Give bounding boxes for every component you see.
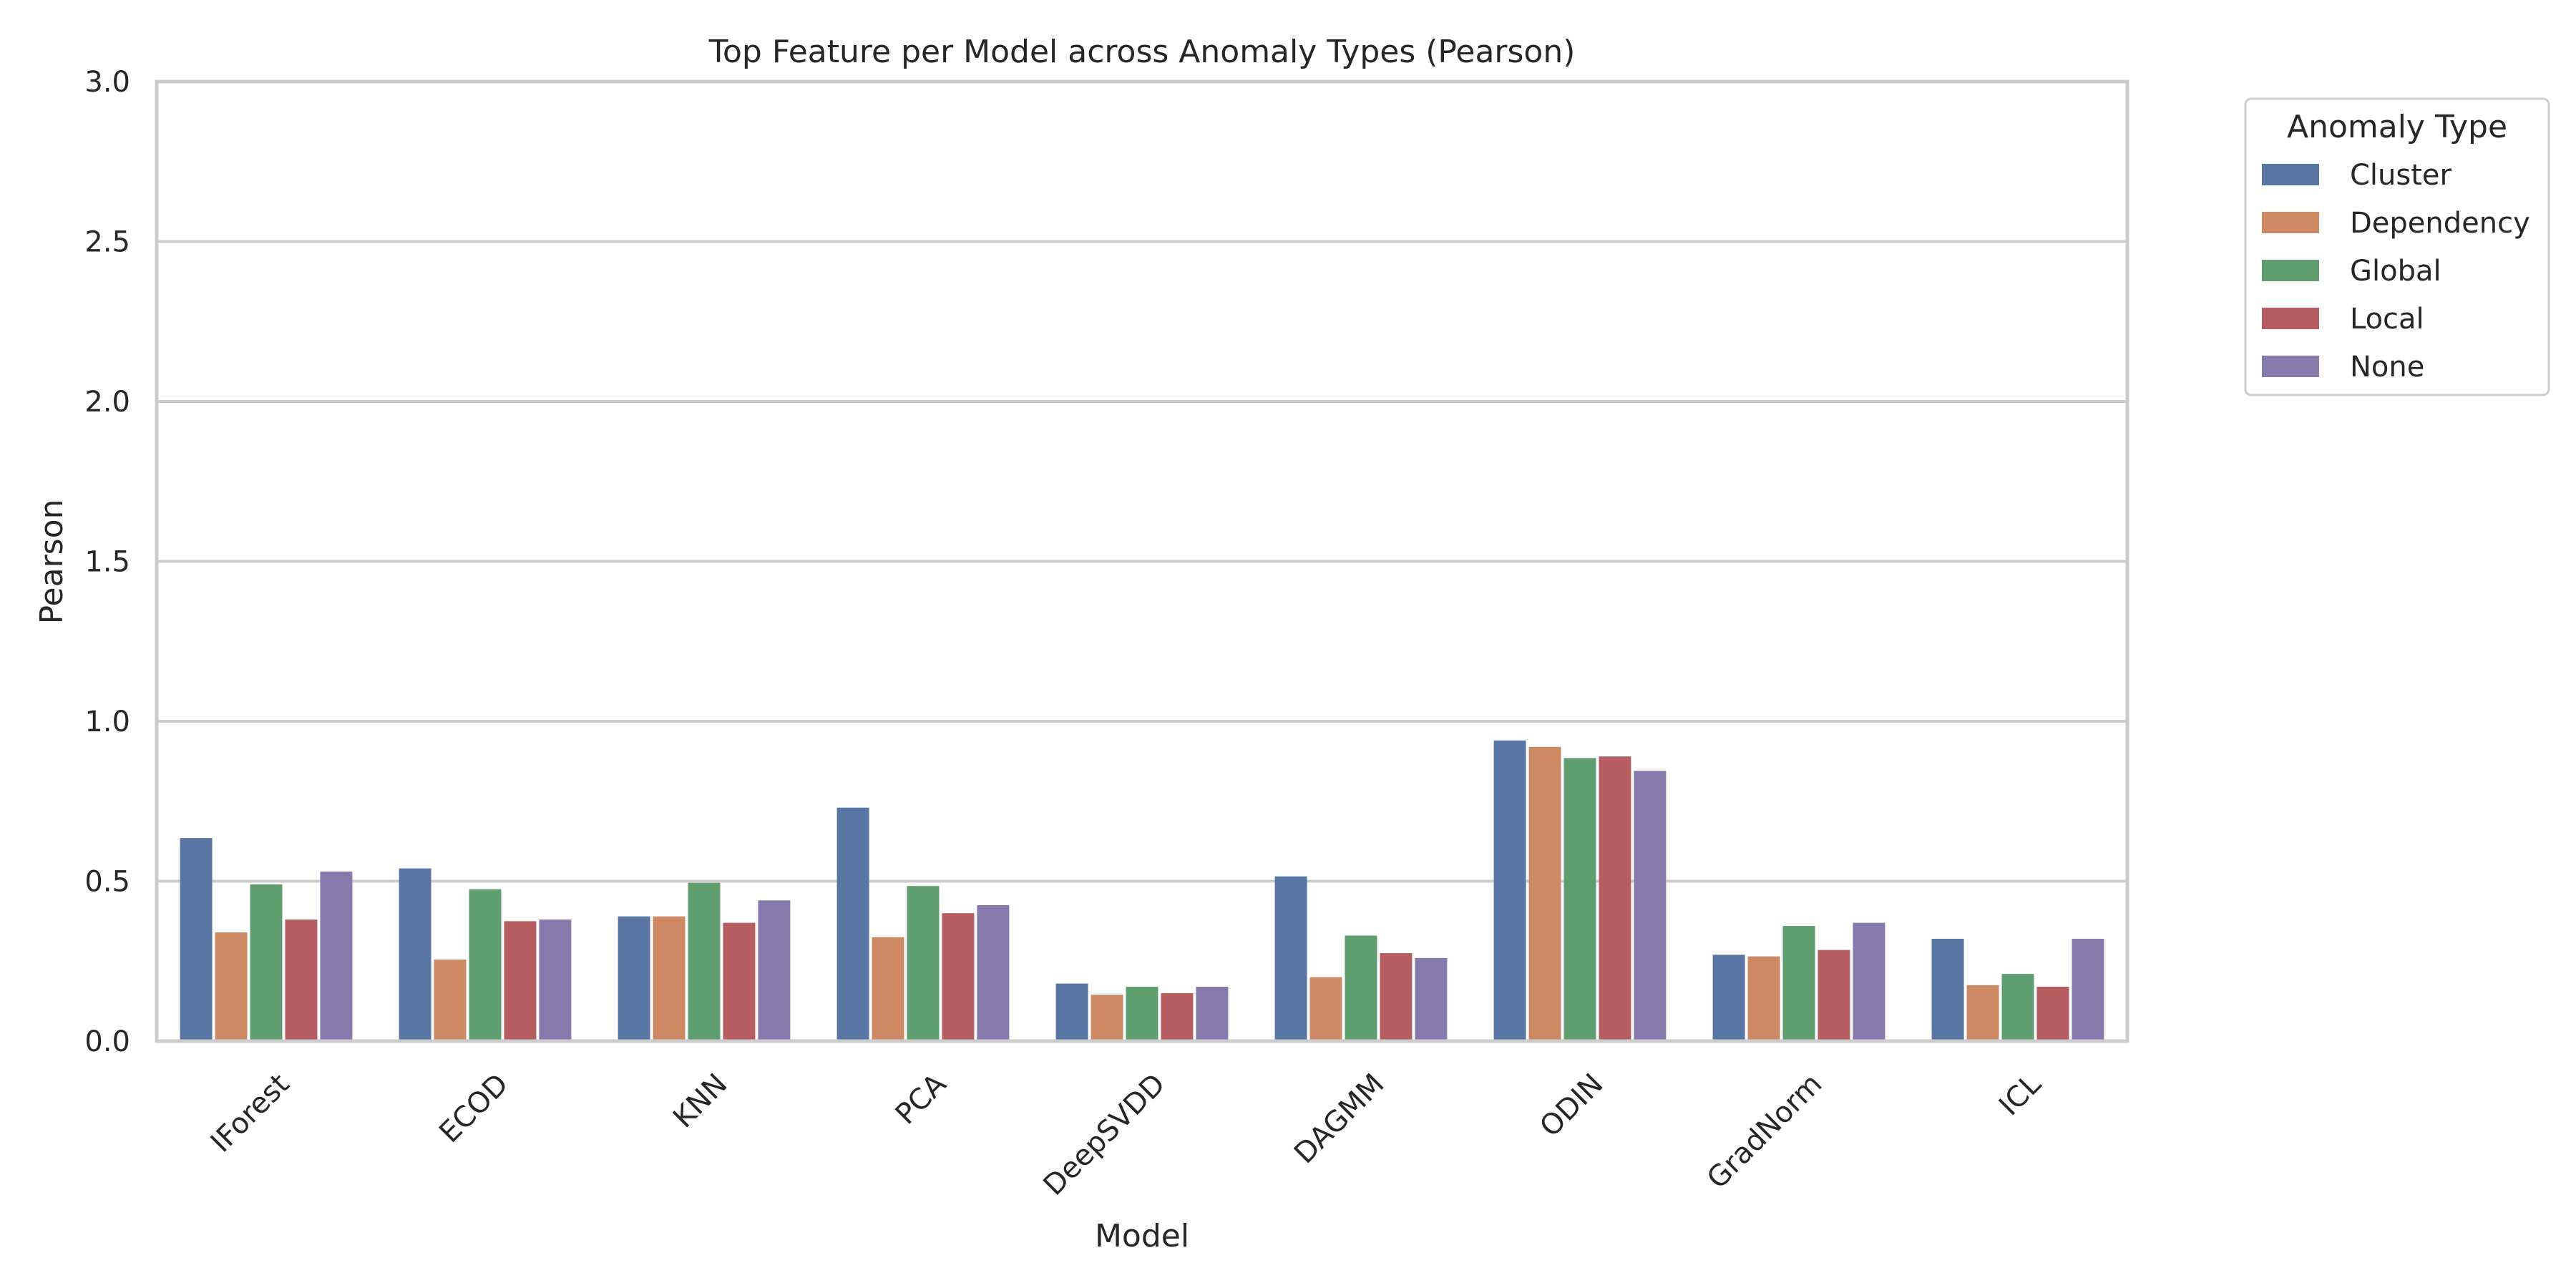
bar-local-iforest — [285, 919, 318, 1041]
bar-local-pca — [942, 913, 975, 1041]
legend-label: None — [2350, 351, 2424, 384]
bar-dependency-deepsvdd — [1091, 995, 1123, 1041]
bar-none-gradnorm — [1853, 922, 1885, 1041]
legend-swatch-none — [2262, 356, 2319, 377]
bar-cluster-deepsvdd — [1055, 983, 1088, 1041]
bar-cluster-icl — [1931, 938, 1964, 1041]
bar-global-dagmm — [1345, 935, 1377, 1041]
bar-dependency-gradnorm — [1747, 956, 1780, 1041]
bar-cluster-ecod — [399, 868, 431, 1041]
bar-cluster-pca — [836, 807, 869, 1041]
legend-swatch-global — [2262, 260, 2319, 281]
y-tick-label: 0.0 — [84, 1025, 130, 1058]
bar-cluster-odin — [1493, 740, 1526, 1041]
legend-swatch-dependency — [2262, 212, 2319, 233]
bar-local-ecod — [504, 921, 537, 1041]
bar-cluster-gradnorm — [1712, 955, 1745, 1041]
legend-swatch-cluster — [2262, 164, 2319, 185]
legend-label: Cluster — [2350, 159, 2452, 192]
bar-none-iforest — [320, 872, 353, 1041]
y-tick-label: 3.0 — [84, 66, 130, 99]
bar-cluster-knn — [618, 916, 650, 1041]
y-tick-label: 2.0 — [84, 386, 130, 419]
bar-cluster-iforest — [180, 838, 213, 1041]
bar-cluster-dagmm — [1274, 876, 1307, 1041]
legend-swatch-local — [2262, 308, 2319, 329]
bar-none-dagmm — [1415, 957, 1448, 1041]
bar-global-pca — [907, 886, 940, 1041]
y-axis-title: Pearson — [34, 499, 70, 625]
bar-none-icl — [2072, 938, 2104, 1041]
bar-dependency-odin — [1528, 746, 1561, 1041]
legend-items: Cluster Dependency Global Local None — [2262, 159, 2530, 384]
legend-title: Anomaly Type — [2287, 109, 2507, 145]
plot-frame — [155, 79, 2129, 1043]
chart-title: Top Feature per Model across Anomaly Typ… — [708, 34, 1576, 70]
legend-label: Dependency — [2350, 207, 2530, 240]
bar-local-odin — [1599, 756, 1631, 1041]
x-axis-title: Model — [1095, 1218, 1189, 1254]
legend-label: Global — [2350, 255, 2441, 288]
bar-global-gradnorm — [1782, 926, 1815, 1041]
bar-none-knn — [758, 900, 791, 1041]
bar-local-knn — [723, 922, 756, 1041]
legend: Anomaly Type Cluster Dependency Global Loca… — [2244, 97, 2550, 396]
bar-global-knn — [688, 882, 721, 1041]
bar-global-iforest — [250, 884, 283, 1041]
bar-local-deepsvdd — [1161, 992, 1194, 1041]
legend-label: Local — [2350, 303, 2424, 336]
bars — [180, 740, 2104, 1041]
bar-local-dagmm — [1380, 953, 1413, 1041]
bar-none-pca — [977, 905, 1010, 1041]
bar-local-gradnorm — [1818, 950, 1850, 1041]
y-tick-label: 1.0 — [84, 706, 130, 738]
bar-dependency-knn — [653, 916, 686, 1041]
bar-none-ecod — [539, 919, 572, 1041]
bar-global-icl — [2001, 974, 2034, 1041]
bar-dependency-iforest — [215, 932, 248, 1041]
y-tick-label: 0.5 — [84, 866, 130, 899]
bar-dependency-icl — [1966, 985, 1999, 1041]
legend-frame — [2244, 97, 2550, 396]
bar-none-deepsvdd — [1196, 987, 1229, 1041]
y-tick-labels: 0.0 0.5 1.0 1.5 2.0 2.5 3.0 — [84, 66, 130, 1058]
bar-local-icl — [2036, 987, 2069, 1041]
bar-global-odin — [1563, 758, 1596, 1041]
y-tick-label: 2.5 — [84, 226, 130, 259]
bar-dependency-dagmm — [1309, 977, 1342, 1041]
bar-dependency-ecod — [434, 960, 467, 1041]
bar-global-ecod — [469, 889, 502, 1041]
y-tick-label: 1.5 — [84, 546, 130, 579]
bar-dependency-pca — [872, 937, 904, 1041]
bar-global-deepsvdd — [1126, 987, 1158, 1041]
bar-none-odin — [1634, 771, 1667, 1041]
